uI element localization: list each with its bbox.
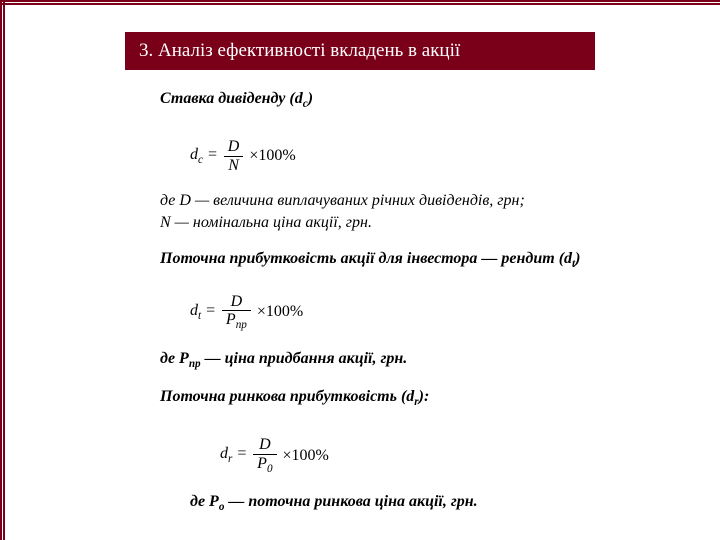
section1-def1: де D — величина виплачуваних річних диві…	[160, 192, 680, 210]
s3-num: D	[253, 436, 276, 455]
s1-lhs-sub: c	[198, 154, 203, 166]
s1-heading-post: )	[308, 90, 313, 107]
s3-den-sub: 0	[267, 463, 273, 475]
s3-lhs-sub: r	[228, 454, 232, 466]
s2-def-pre: де P	[160, 350, 189, 367]
s3-tail: ×100%	[283, 447, 329, 465]
section3-formula: dr = D P0 ×100%	[220, 436, 680, 475]
section1-def2: N — номінальна ціна акції, грн.	[160, 214, 680, 232]
s2-def-post: — ціна придбання акції, грн.	[201, 350, 408, 367]
s3-def-post: — поточна ринкова ціна акції, грн.	[224, 493, 477, 510]
border-top	[0, 0, 720, 5]
s2-lhs-var: d	[190, 302, 198, 319]
s3-den-var: P	[257, 455, 267, 472]
section2-def: де Pпр — ціна придбання акції, грн.	[160, 350, 680, 370]
s1-heading-pre: Ставка дивіденду (d	[160, 90, 303, 107]
s2-tail: ×100%	[257, 303, 303, 321]
slide-title: 3. Аналіз ефективності вкладень в акції	[125, 32, 595, 70]
section2-heading: Поточна прибутковість акції для інвестор…	[160, 250, 680, 270]
s2-num: D	[222, 293, 251, 312]
s1-num: D	[224, 138, 244, 157]
s2-lhs-sub: t	[198, 310, 201, 322]
s2-den-var: P	[226, 311, 236, 328]
border-left	[0, 0, 5, 540]
s2-heading-bold: рендит (d	[501, 250, 572, 267]
s2-den-sub: пр	[236, 319, 247, 331]
section3-heading: Поточна ринкова прибутковість (dr):	[160, 388, 680, 408]
section3-def: де Pо — поточна ринкова ціна акції, грн.	[190, 493, 680, 513]
s3-def-pre: де P	[190, 493, 219, 510]
s1-tail: ×100%	[249, 147, 295, 165]
s3-heading-post: ):	[419, 388, 430, 405]
s2-heading-post: )	[575, 250, 580, 267]
s3-lhs-var: d	[220, 445, 228, 462]
content-area: Ставка дивіденду (dc) dc = D N ×100% де …	[160, 90, 680, 517]
s2-heading-pre: Поточна прибутковість акції для інвестор…	[160, 250, 501, 267]
s1-lhs-var: d	[190, 146, 198, 163]
s2-def-sub: пр	[189, 358, 201, 370]
section1-formula: dc = D N ×100%	[190, 138, 680, 174]
section2-formula: dt = D Pпр ×100%	[190, 293, 680, 332]
s3-heading-pre: Поточна ринкова прибутковість (d	[160, 388, 414, 405]
section1-heading: Ставка дивіденду (dc)	[160, 90, 680, 110]
s1-den: N	[224, 157, 244, 175]
